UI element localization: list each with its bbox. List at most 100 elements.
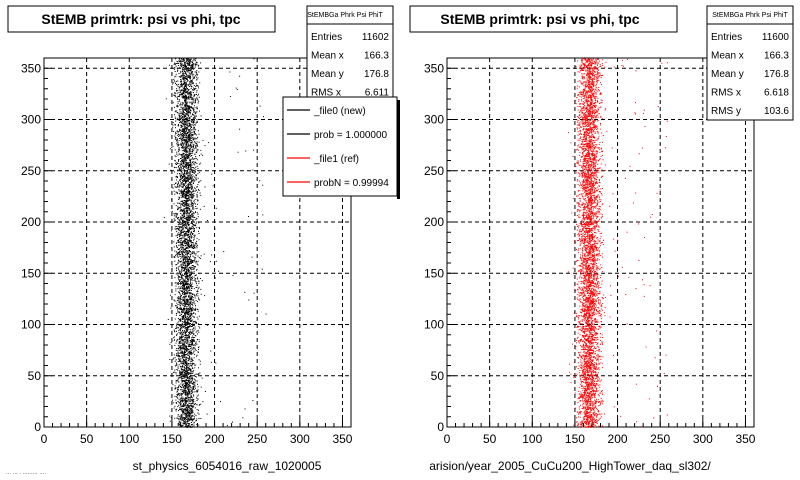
scatter-point [182, 157, 183, 158]
scatter-point [181, 244, 183, 246]
scatter-point [176, 151, 178, 153]
scatter-point [182, 163, 184, 164]
scatter-point [193, 200, 195, 202]
scatter-point [178, 226, 180, 228]
scatter-point [191, 242, 193, 244]
scatter-point [183, 351, 185, 353]
scatter-point [181, 146, 183, 148]
scatter-point [175, 235, 177, 237]
scatter-point [187, 244, 189, 246]
scatter-point [187, 408, 188, 410]
scatter-point [197, 351, 199, 353]
scatter-point [185, 86, 187, 87]
scatter-point [174, 219, 176, 221]
scatter-point [180, 243, 182, 245]
scatter-point [193, 344, 195, 346]
scatter-point [191, 107, 193, 109]
scatter-point [191, 260, 193, 262]
scatter-point [181, 125, 183, 127]
scatter-point [186, 410, 188, 412]
scatter-point [186, 104, 188, 106]
scatter-point [188, 259, 190, 261]
scatter-point [187, 284, 189, 285]
scatter-point [189, 323, 191, 325]
scatter-point [192, 182, 194, 184]
scatter-point [182, 194, 184, 196]
scatter-point [187, 384, 189, 385]
scatter-point [178, 393, 180, 395]
scatter-point [196, 151, 198, 153]
scatter-point [179, 94, 181, 96]
scatter-point [178, 349, 180, 351]
scatter-point [188, 112, 190, 114]
scatter-point [194, 321, 196, 323]
scatter-point [197, 291, 199, 292]
scatter-point [181, 299, 183, 301]
scatter-point [183, 302, 185, 304]
scatter-point [173, 256, 175, 257]
scatter-point [196, 281, 198, 283]
scatter-point [176, 307, 178, 309]
scatter-point [186, 148, 188, 150]
scatter-point [189, 245, 191, 247]
scatter-point [183, 266, 185, 268]
scatter-point [177, 145, 179, 147]
scatter-point [181, 371, 183, 373]
scatter-point [196, 247, 198, 249]
scatter-point [185, 205, 187, 207]
scatter-point [188, 156, 190, 158]
scatter-point [178, 199, 180, 200]
scatter-point [191, 203, 193, 204]
scatter-point [188, 205, 190, 207]
scatter-point [180, 303, 182, 305]
scatter-point [189, 139, 190, 141]
scatter-point [185, 163, 187, 165]
scatter-point [190, 101, 192, 103]
scatter-point [185, 419, 187, 421]
scatter-point [185, 177, 187, 179]
scatter-point [191, 119, 193, 121]
scatter-point [220, 401, 221, 403]
scatter-point [187, 320, 189, 322]
scatter-point [180, 158, 181, 159]
scatter-point [184, 177, 186, 179]
scatter-point [190, 59, 192, 61]
scatter-point [189, 81, 191, 83]
scatter-point [175, 167, 177, 169]
scatter-point [193, 244, 195, 246]
scatter-point [182, 168, 184, 170]
scatter-point [192, 66, 194, 68]
scatter-point [183, 377, 185, 379]
scatter-point [182, 220, 183, 222]
scatter-point [185, 69, 187, 70]
scatter-point [178, 386, 180, 388]
scatter-point [179, 297, 181, 299]
scatter-point [191, 377, 193, 379]
scatter-point [178, 228, 180, 230]
scatter-point [187, 390, 189, 392]
scatter-point [194, 382, 196, 384]
scatter-point [188, 135, 190, 137]
scatter-point [187, 418, 189, 420]
scatter-point [189, 140, 191, 142]
scatter-point [188, 75, 189, 77]
scatter-point [183, 363, 185, 365]
scatter-point [196, 91, 198, 93]
scatter-point [178, 422, 180, 424]
scatter-point [181, 255, 183, 257]
scatter-point [190, 204, 192, 206]
scatter-point [178, 196, 180, 198]
scatter-point [178, 166, 179, 167]
scatter-point [177, 389, 179, 391]
scatter-point [193, 253, 195, 255]
scatter-point [186, 95, 187, 97]
scatter-point [184, 88, 186, 90]
scatter-point [180, 203, 182, 205]
scatter-point [183, 357, 185, 359]
scatter-point [181, 314, 182, 315]
scatter-point [190, 412, 192, 414]
scatter-point [192, 121, 194, 123]
scatter-point [175, 205, 177, 207]
scatter-point [176, 67, 178, 69]
scatter-point [181, 290, 183, 292]
